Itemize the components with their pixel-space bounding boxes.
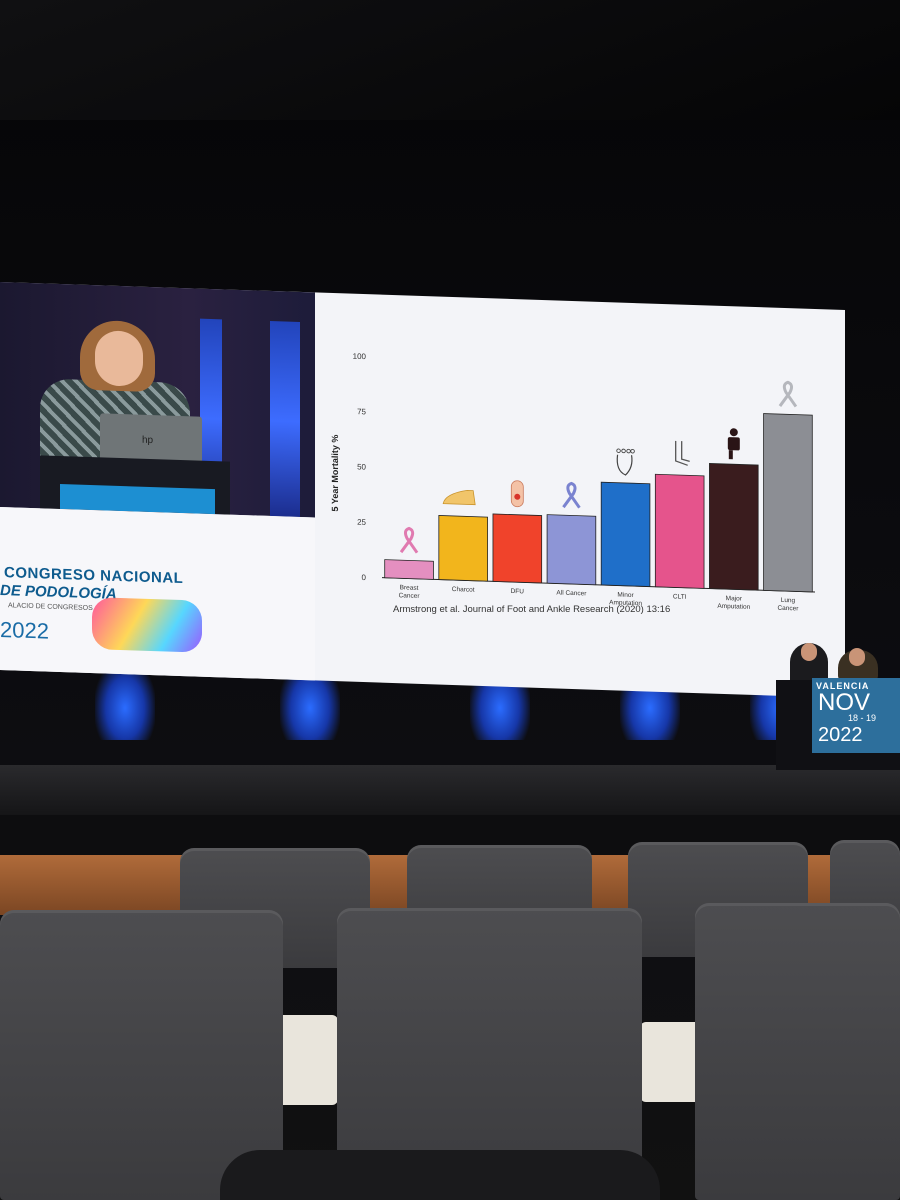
pink-ribbon-icon — [399, 526, 419, 554]
toe-dot — [626, 448, 631, 454]
panelist-right-face — [849, 648, 865, 666]
x-tick-label: Lung — [781, 597, 796, 604]
toe-dot — [621, 448, 626, 454]
foreground-head — [220, 1150, 660, 1200]
gray-ribbon-icon — [778, 380, 798, 408]
toe-dot — [616, 448, 621, 454]
y-tick-label: 25 — [357, 518, 366, 527]
bar — [492, 513, 543, 584]
bar — [546, 514, 597, 586]
speaker-video-feed: hp — [0, 282, 315, 518]
amputee-figure-icon — [729, 428, 738, 437]
sign-month: NOV — [818, 689, 871, 716]
sign-city: VALENCIA — [816, 681, 870, 691]
bar — [654, 473, 705, 589]
speaker-face — [95, 330, 143, 387]
x-tick-label: Amputation — [717, 603, 750, 611]
ceiling — [0, 0, 900, 120]
x-tick-label: Cancer — [399, 592, 421, 600]
laptop-logo: hp — [142, 434, 154, 447]
mortality-bar-chart: 5 Year Mortality %1007550250BreastCancer… — [330, 352, 815, 613]
blue-ribbon-icon — [562, 481, 581, 509]
x-tick-label: Cancer — [777, 605, 799, 613]
bar — [384, 559, 434, 580]
y-tick-label: 75 — [357, 407, 366, 416]
seat-front-row — [695, 903, 900, 1200]
bar — [709, 463, 759, 591]
y-tick-label: 100 — [353, 352, 367, 361]
event-logo — [92, 597, 202, 653]
toes-icon — [616, 454, 633, 476]
bar — [763, 413, 813, 593]
bar — [600, 481, 651, 587]
x-tick-label: CLTI — [673, 593, 687, 600]
video-stage-light — [270, 320, 300, 518]
x-tick-label: Breast — [400, 584, 419, 592]
panel-table-sign — [812, 678, 900, 753]
slide-citation: Armstrong et al. Journal of Foot and Ank… — [393, 604, 671, 615]
y-tick-label: 0 — [362, 573, 367, 582]
seat-armrest — [640, 1022, 702, 1102]
sign-year: 2022 — [818, 724, 863, 746]
ulcer-dot — [514, 493, 521, 500]
projection-screen: hp CONGRESO NACIONAL DE PODOLOGÍA ALACIO… — [0, 282, 845, 699]
toe-dot — [630, 448, 635, 454]
x-tick-label: Amputation — [609, 599, 642, 607]
y-tick-label: 50 — [357, 462, 366, 471]
foot-ulcer-icon — [510, 480, 524, 508]
leg-icon — [675, 440, 690, 466]
foot-icon — [442, 490, 476, 506]
y-axis-label: 5 Year Mortality % — [330, 435, 340, 512]
bar — [438, 515, 488, 582]
x-tick-label: Minor — [617, 591, 634, 599]
x-tick-label: All Cancer — [556, 589, 587, 597]
x-tick-label: DFU — [511, 588, 525, 595]
stage-floor — [0, 765, 900, 815]
panelist-left-face — [801, 643, 817, 661]
sign-days: 18 - 19 — [848, 713, 877, 723]
seat-armrest — [272, 1015, 338, 1105]
x-tick-label: Charcot — [452, 586, 475, 594]
x-tick-label: Major — [726, 595, 743, 603]
event-year: 2022 — [0, 617, 49, 644]
figure-leg — [728, 450, 733, 460]
figure-torso — [727, 437, 740, 451]
seat-front-row — [0, 910, 283, 1200]
